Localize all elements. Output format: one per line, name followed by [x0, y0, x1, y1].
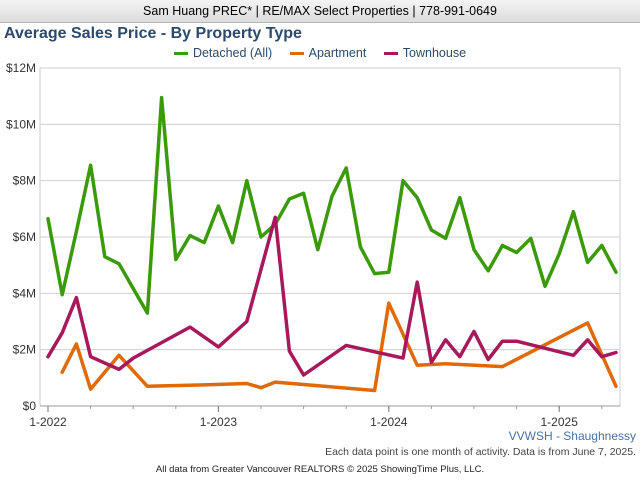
series-line-townhouse [46, 215, 618, 377]
x-tick-label: 1-2024 [370, 415, 408, 429]
x-tick-label: 1-2022 [29, 415, 67, 429]
legend-swatch-detached [173, 52, 188, 56]
legend-item-townhouse[interactable]: Townhouse [383, 46, 467, 60]
y-tick-label: $0 [23, 399, 37, 413]
legend-label-detached: Detached (All) [192, 46, 273, 60]
y-tick-label: $12M [6, 61, 36, 75]
x-tick-label: 1-2023 [200, 415, 238, 429]
y-tick-label: $2M [13, 343, 36, 357]
chart-title: Average Sales Price - By Property Type [4, 25, 302, 42]
copyright-footer: All data from Greater Vancouver REALTORS… [155, 464, 485, 475]
legend-label-townhouse: Townhouse [402, 46, 467, 60]
series-line-detached [46, 95, 618, 315]
y-tick-label: $4M [13, 286, 36, 300]
chart-legend: Detached (All) Apartment Townhouse [0, 46, 640, 60]
legend-swatch-townhouse [383, 52, 398, 56]
y-tick-label: $6M [13, 230, 36, 244]
legend-swatch-apartment [289, 52, 304, 56]
legend-item-apartment[interactable]: Apartment [289, 46, 367, 60]
x-tick-label: 1-2025 [541, 415, 579, 429]
series-line-apartment [60, 301, 618, 393]
area-label: VVWSH - Shaughnessy [508, 429, 636, 443]
legend-label-apartment: Apartment [308, 46, 367, 60]
y-tick-label: $8M [13, 174, 36, 188]
y-tick-label: $10M [6, 117, 36, 131]
legend-item-detached[interactable]: Detached (All) [173, 46, 273, 60]
agent-header-bar: Sam Huang PREC* | RE/MAX Select Properti… [0, 0, 640, 23]
data-note: Each data point is one month of activity… [325, 446, 636, 458]
agent-header-text: Sam Huang PREC* | RE/MAX Select Properti… [143, 4, 497, 18]
